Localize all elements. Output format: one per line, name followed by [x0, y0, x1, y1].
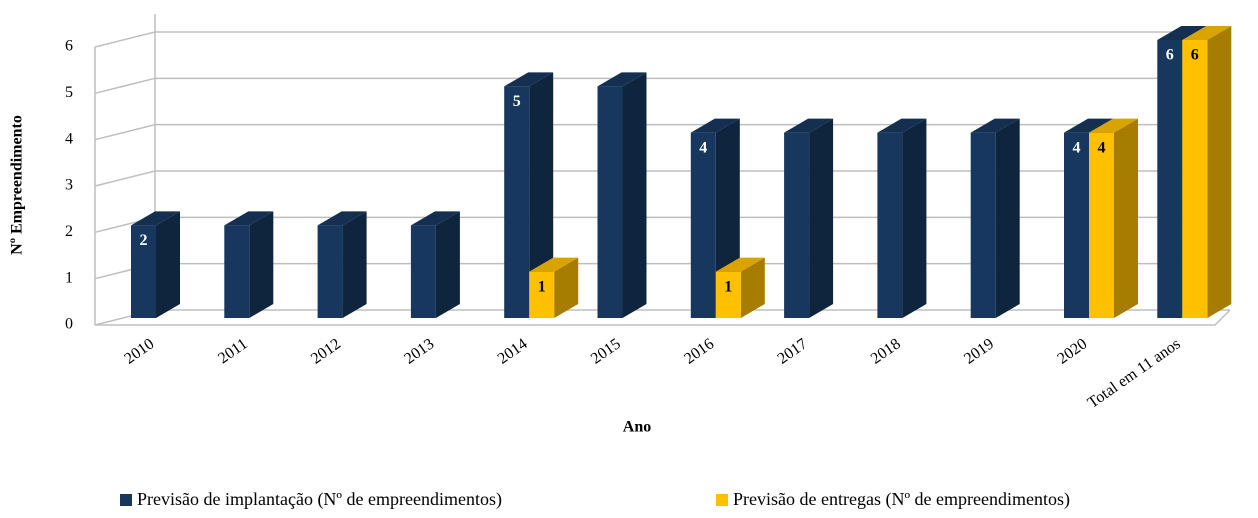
x-tick-label: 2010 [121, 335, 157, 367]
x-tick-label: 2013 [401, 335, 437, 367]
y-axis-title: Nº Empreendimento [9, 115, 26, 255]
floor [95, 309, 1231, 326]
bar-side [554, 257, 579, 318]
bar-top [529, 257, 579, 272]
data-label: 6 [1166, 47, 1174, 64]
y-tick-label: 6 [65, 38, 73, 55]
bar-side [156, 211, 180, 318]
data-label: 2 [140, 232, 148, 249]
bar-side [249, 211, 274, 318]
y-tick-label: 1 [65, 269, 73, 286]
grid-line [94, 77, 1230, 95]
bar-front [1157, 40, 1183, 318]
legend-label: Previsão de implantação (Nº de empreendi… [137, 489, 502, 510]
data-label: 6 [1191, 47, 1199, 64]
data-label: 1 [538, 278, 546, 295]
grid-line [94, 31, 1230, 48]
bar [970, 118, 1020, 319]
bar-top [131, 211, 180, 226]
bar-front [224, 225, 250, 318]
data-label: 5 [513, 93, 521, 110]
bar-front [1182, 40, 1208, 318]
bar-front [529, 271, 555, 318]
x-tick-label: 2018 [868, 335, 904, 367]
bar-top [410, 211, 460, 226]
bar [529, 257, 579, 318]
x-tick-label: Total em 11 anos [1085, 335, 1184, 411]
data-label: 4 [699, 139, 707, 156]
bar [1182, 26, 1232, 318]
x-tick-label: 2016 [681, 335, 717, 367]
bar-front [131, 225, 156, 318]
bar-top [784, 118, 834, 133]
grid-line [94, 123, 1230, 141]
legend-label: Previsão de entregas (Nº de empreendimen… [733, 489, 1070, 510]
bar-front [970, 132, 996, 318]
bar [877, 118, 927, 319]
bar-top [877, 118, 927, 133]
x-axis-title: Ano [623, 419, 651, 436]
bar [504, 72, 554, 318]
legend-swatch [716, 494, 728, 506]
bar-front [877, 132, 903, 318]
bar-top [317, 211, 367, 226]
y-tick-label: 5 [65, 84, 73, 101]
bar-front [504, 86, 530, 318]
grid-line [94, 170, 1230, 187]
bar-top [1089, 118, 1138, 133]
bar-side [435, 211, 460, 318]
bar-top [504, 72, 554, 87]
bar-front [784, 132, 810, 318]
bar-side [809, 118, 834, 319]
bar-top [715, 257, 765, 272]
bar-side [902, 118, 927, 319]
x-tick-label: 2014 [495, 335, 531, 367]
bar-front [410, 225, 436, 318]
y-tick-label: 4 [65, 130, 73, 147]
x-tick-label: 2011 [215, 335, 250, 367]
bar [224, 211, 274, 318]
bar-side [342, 211, 367, 318]
bar-top [690, 118, 740, 133]
grid-line [94, 309, 1230, 326]
bar-front [1064, 132, 1089, 318]
x-tick-label: 2017 [775, 335, 811, 367]
bar-top [1064, 118, 1113, 133]
bar-front [317, 225, 343, 318]
y-tick-label: 2 [65, 223, 73, 240]
data-label: 4 [1073, 139, 1081, 156]
bar-side [622, 72, 647, 318]
bar-top [224, 211, 274, 226]
bar [1089, 118, 1138, 319]
bar [784, 118, 834, 319]
x-tick-label: 2012 [308, 335, 344, 367]
bar-top [1182, 26, 1232, 40]
bar [715, 257, 765, 318]
bar [317, 211, 367, 318]
bar-top [970, 118, 1020, 133]
data-label: 1 [724, 278, 732, 295]
data-label: 4 [1098, 139, 1106, 156]
bar-front [715, 271, 741, 318]
y-tick-label: 0 [65, 316, 73, 333]
bar-side [1207, 26, 1232, 318]
bar-front [690, 132, 716, 318]
bar-side [995, 118, 1020, 319]
bar-front [1089, 132, 1114, 318]
legend-swatch [120, 494, 132, 506]
bar-side [529, 72, 554, 318]
x-tick-label: 2015 [588, 335, 624, 367]
bar-side [740, 257, 765, 318]
bar-top [1157, 26, 1207, 40]
bar-top [597, 72, 647, 87]
bar [410, 211, 460, 318]
bar-side [1114, 118, 1138, 319]
bar [597, 72, 647, 318]
bar-front [597, 86, 623, 318]
bar [131, 211, 180, 318]
x-tick-label: 2019 [961, 335, 997, 367]
y-tick-label: 3 [65, 177, 73, 194]
x-tick-label: 2020 [1054, 335, 1090, 367]
